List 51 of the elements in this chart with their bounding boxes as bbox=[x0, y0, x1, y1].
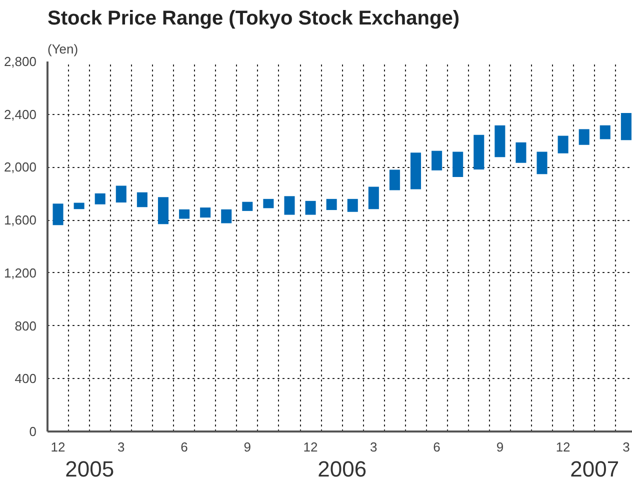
x-tick-label: 3 bbox=[370, 440, 378, 454]
bar bbox=[347, 198, 358, 212]
x-tick-label: 12 bbox=[556, 440, 570, 454]
chart-title: Stock Price Range (Tokyo Stock Exchange) bbox=[48, 8, 460, 30]
y-tick-label: 2,000 bbox=[4, 160, 37, 175]
bar bbox=[52, 204, 64, 226]
y-axis-title: (Yen) bbox=[48, 42, 78, 56]
bar bbox=[242, 202, 253, 211]
y-tick-label: 2,400 bbox=[4, 106, 37, 122]
x-tick-label: 6 bbox=[433, 440, 440, 454]
bar bbox=[200, 208, 211, 218]
bar bbox=[116, 186, 126, 202]
bar bbox=[620, 113, 632, 140]
bar bbox=[494, 125, 506, 158]
bar bbox=[600, 125, 610, 140]
bar bbox=[94, 193, 106, 204]
x-tick-label: 6 bbox=[180, 440, 188, 454]
y-tick-label: 800 bbox=[14, 318, 37, 334]
text: 2005 bbox=[65, 456, 114, 479]
bar bbox=[389, 170, 400, 190]
bar bbox=[474, 134, 484, 170]
bar bbox=[136, 192, 148, 208]
y-tick-label: 1,200 bbox=[4, 265, 37, 280]
bar bbox=[452, 152, 464, 177]
x-tick-label: 9 bbox=[496, 440, 504, 454]
bar bbox=[516, 142, 526, 163]
x-tick-label: 3 bbox=[118, 440, 125, 454]
bar bbox=[158, 197, 168, 224]
bar bbox=[432, 150, 442, 170]
y-tick-label: 2,800 bbox=[4, 54, 37, 69]
bar bbox=[368, 186, 379, 210]
bar bbox=[536, 152, 548, 174]
bar bbox=[263, 198, 274, 208]
y-tick-label: 0 bbox=[29, 424, 37, 439]
bar bbox=[558, 136, 568, 154]
y-tick-label: 1,600 bbox=[4, 212, 37, 228]
x-tick-label: 12 bbox=[50, 440, 66, 454]
bar bbox=[179, 209, 190, 219]
bar bbox=[326, 198, 337, 210]
x-tick-label: 12 bbox=[303, 440, 318, 454]
bar bbox=[74, 202, 84, 210]
x-tick-label: 9 bbox=[244, 440, 252, 454]
bar bbox=[305, 200, 316, 215]
text: 2006 bbox=[318, 456, 367, 479]
text: 2007 bbox=[570, 456, 620, 479]
bar bbox=[410, 152, 422, 190]
bar bbox=[578, 129, 590, 145]
y-tick-label: 400 bbox=[14, 371, 37, 386]
bar bbox=[221, 209, 232, 224]
bar bbox=[284, 196, 295, 215]
x-tick-label: 3 bbox=[622, 440, 630, 454]
